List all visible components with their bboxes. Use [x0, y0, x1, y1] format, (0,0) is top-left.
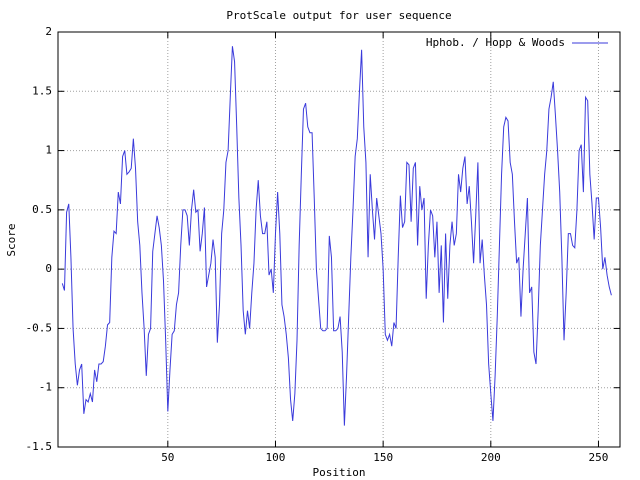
x-tick-label: 100 — [266, 451, 286, 464]
data-line — [61, 46, 612, 426]
y-tick-label: 0 — [45, 262, 52, 275]
x-axis-label: Position — [313, 466, 366, 479]
chart-title: ProtScale output for user sequence — [226, 9, 451, 22]
y-tick-label: -0.5 — [26, 321, 53, 334]
y-tick-label: -1 — [39, 381, 52, 394]
x-tick-label: 200 — [481, 451, 501, 464]
legend-label: Hphob. / Hopp & Woods — [426, 36, 565, 49]
x-tick-label: 250 — [589, 451, 609, 464]
y-tick-label: 1.5 — [32, 84, 52, 97]
x-tick-label: 50 — [161, 451, 174, 464]
y-tick-label: 2 — [45, 25, 52, 38]
y-tick-label: 0.5 — [32, 203, 52, 216]
x-tick-label: 150 — [373, 451, 393, 464]
y-tick-label: -1.5 — [26, 440, 53, 453]
y-tick-label: 1 — [45, 144, 52, 157]
y-axis-label: Score — [5, 223, 18, 256]
plot-frame — [57, 31, 621, 448]
